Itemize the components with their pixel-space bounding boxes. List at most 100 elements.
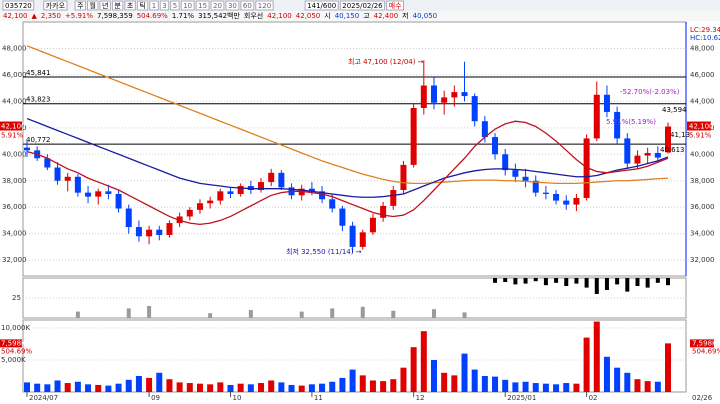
period-button[interactable]: 월	[90, 1, 96, 10]
period-button-box[interactable]	[99, 0, 111, 11]
interval-button-box[interactable]	[159, 0, 170, 11]
interval-button[interactable]: 3	[162, 2, 166, 10]
volume-bar	[237, 383, 244, 392]
candle-body	[542, 192, 549, 194]
period-button[interactable]: 분	[114, 2, 121, 10]
volume-bar	[583, 337, 590, 392]
volume-bar	[44, 384, 51, 392]
interval-button-box[interactable]	[170, 0, 180, 11]
quote-item: 2,350	[41, 12, 61, 20]
period-button-box[interactable]	[124, 0, 136, 11]
oscillator-bar	[655, 278, 660, 283]
volume-bar	[369, 380, 376, 392]
stock-name[interactable]: 카카오	[46, 1, 66, 10]
interval-button-box[interactable]	[225, 0, 240, 11]
count-field-box[interactable]	[304, 0, 339, 11]
hc-label: HC:10.62	[690, 34, 720, 42]
interval-button[interactable]: 15	[198, 2, 207, 10]
oscillator-bar	[564, 278, 569, 286]
candle-body	[207, 200, 214, 204]
candle-body	[634, 155, 641, 164]
volume-bar	[451, 375, 458, 392]
buy-button-box[interactable]	[386, 0, 405, 11]
candle-body	[85, 192, 92, 197]
period-button[interactable]: 년	[102, 1, 108, 10]
volume-bar	[532, 383, 539, 392]
stock-code[interactable]: 035720	[5, 2, 32, 10]
candle-body	[390, 190, 397, 206]
volume-bar	[268, 380, 275, 392]
interval-button[interactable]: 20	[213, 2, 222, 10]
volume-bar	[512, 382, 519, 392]
buy-button[interactable]: 매수	[389, 2, 402, 10]
interval-button-box[interactable]	[240, 0, 255, 11]
volume-bar	[573, 383, 580, 392]
y-tick-label: 10,000K	[1, 324, 30, 332]
interval-button-box[interactable]	[180, 0, 195, 11]
period-button-box[interactable]	[74, 0, 87, 11]
volume-bar	[522, 381, 529, 392]
candle-body	[492, 137, 499, 155]
interval-button[interactable]: 30	[228, 2, 237, 10]
stock-code-box[interactable]	[2, 0, 35, 11]
period-button-box[interactable]	[87, 0, 99, 11]
interval-button[interactable]: 60	[243, 2, 252, 10]
period-button-box[interactable]	[136, 0, 149, 11]
volume-bar	[54, 380, 61, 392]
oscillator-bar	[360, 306, 365, 318]
volume-bar	[186, 383, 193, 392]
quote-item: 회우선	[244, 11, 263, 20]
quote-item: 42,100	[267, 12, 292, 20]
candle-body	[166, 223, 173, 235]
date-field-box[interactable]	[339, 0, 386, 11]
right-annotation: 40,613	[660, 146, 685, 154]
volume-bar	[207, 384, 214, 392]
interval-button[interactable]: 10	[183, 2, 192, 10]
candle-body	[380, 205, 387, 218]
interval-button-box[interactable]	[210, 0, 225, 11]
interval-button-box[interactable]	[149, 0, 159, 11]
oscillator-bar	[615, 278, 620, 285]
period-button[interactable]: 초	[127, 2, 134, 10]
volume-bar	[95, 384, 102, 392]
interval-button[interactable]: 1	[152, 2, 156, 10]
candle-body	[329, 199, 336, 209]
count-field[interactable]: 141/600	[307, 2, 336, 10]
volume-last-label-right: 7,598K	[692, 339, 717, 347]
y-tick-label: 25	[12, 294, 21, 302]
candle-body	[573, 197, 580, 205]
interval-button-box[interactable]	[255, 0, 274, 11]
candle-body	[512, 170, 519, 177]
volume-bar	[634, 379, 641, 392]
volume-bar	[492, 376, 499, 392]
last-price-tag	[0, 121, 22, 131]
volume-bar	[176, 382, 183, 392]
volume-bar	[349, 369, 356, 392]
interval-button[interactable]: 120	[258, 2, 271, 10]
last-price-label-right: 42,100	[689, 123, 714, 131]
candle-body	[624, 138, 631, 164]
oscillator-bar	[584, 278, 589, 288]
date-field[interactable]: 2025/02/26	[342, 2, 383, 10]
period-button[interactable]: 틱	[139, 1, 145, 10]
stock-name-box[interactable]	[43, 0, 68, 11]
oscillator-bar	[513, 278, 518, 285]
volume-bar	[461, 353, 468, 392]
oscillator-bar	[666, 278, 670, 286]
candle-body	[451, 92, 458, 98]
volume-bar	[308, 384, 315, 392]
period-button-box[interactable]	[111, 0, 124, 11]
interval-button[interactable]: 5	[173, 2, 177, 10]
period-button[interactable]: 주	[77, 2, 84, 10]
oscillator-bar	[503, 278, 508, 282]
quote-item: 42,100	[3, 12, 28, 20]
candle-body	[593, 94, 600, 139]
oscillator-bar	[126, 308, 131, 318]
y-tick-label: 38,000	[2, 177, 27, 185]
oscillator-bar	[635, 278, 640, 286]
y-tick-label: 46,000	[2, 71, 27, 79]
oscillator-bar	[574, 278, 579, 284]
candle-body	[44, 158, 51, 168]
volume-bar	[481, 376, 488, 392]
interval-button-box[interactable]	[195, 0, 210, 11]
